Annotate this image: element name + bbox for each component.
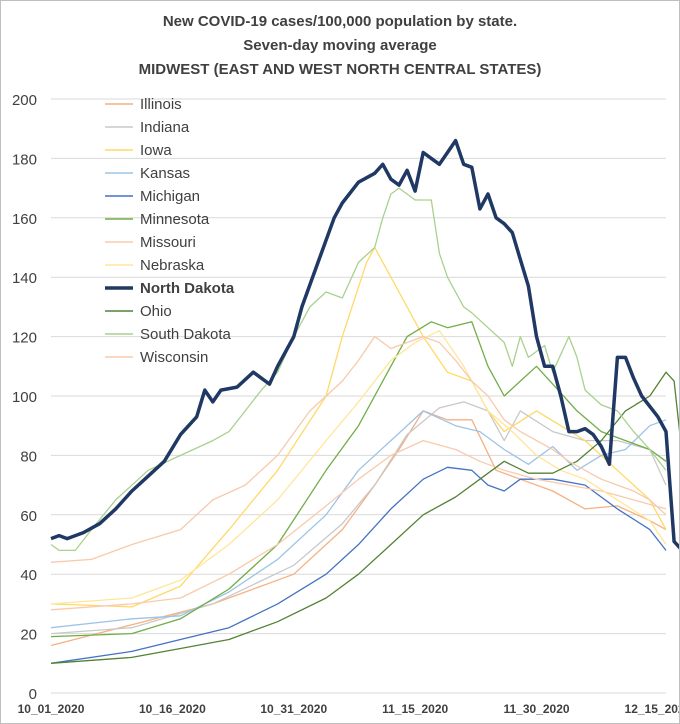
- series-line-ohio: [50, 371, 679, 664]
- legend-label: Illinois: [140, 96, 182, 113]
- legend-label: North Dakota: [140, 280, 235, 297]
- x-tick-label: 12_15_2020: [625, 702, 679, 716]
- series-line-indiana: [50, 401, 667, 635]
- x-axis-ticks: 10_01_2020 10_16_2020 10_31_2020 11_15_2020…: [18, 702, 679, 716]
- series-line-illinois: [50, 410, 667, 647]
- chart-subtitle: Seven-day moving average: [243, 37, 437, 54]
- legend-label: Kansas: [140, 165, 190, 182]
- legend-label: Michigan: [140, 188, 200, 205]
- series-line-south-dakota: [50, 187, 667, 552]
- y-tick-label: 140: [12, 270, 37, 287]
- y-tick-label: 180: [12, 151, 37, 168]
- y-tick-label: 160: [12, 211, 37, 228]
- legend-label: Missouri: [140, 234, 196, 251]
- y-axis-ticks: 0 20 40 60 80 100 120 140 160 180 200: [12, 92, 37, 703]
- legend-label: Ohio: [140, 303, 172, 320]
- y-tick-label: 0: [29, 686, 37, 703]
- legend-label: South Dakota: [140, 326, 232, 343]
- x-tick-label: 11_30_2020: [503, 702, 569, 716]
- legend-label: Indiana: [140, 119, 190, 136]
- series-line-iowa: [50, 246, 667, 608]
- x-tick-label: 10_01_2020: [18, 702, 85, 716]
- y-tick-label: 120: [12, 330, 37, 347]
- series-line-kansas: [50, 410, 667, 629]
- legend: Illinois Indiana Iowa Kansas Michigan Minneso…: [105, 96, 235, 366]
- chart-title: New COVID-19 cases/100,000 population by…: [162, 13, 518, 30]
- gridlines: [51, 98, 666, 694]
- legend-label: Nebraska: [140, 257, 205, 274]
- series-line-wisconsin: [50, 335, 667, 563]
- x-tick-label: 10_16_2020: [139, 702, 206, 716]
- x-tick-label: 11_15_2020: [382, 702, 448, 716]
- y-tick-label: 80: [20, 448, 37, 465]
- series-line-missouri: [50, 439, 667, 611]
- series-line-minnesota: [50, 321, 667, 638]
- x-tick-label: 10_31_2020: [260, 702, 327, 716]
- series-line-north-dakota: [50, 138, 679, 550]
- y-tick-label: 40: [20, 567, 37, 584]
- y-tick-label: 60: [20, 508, 37, 525]
- legend-label: Iowa: [140, 142, 172, 159]
- y-tick-label: 100: [12, 389, 37, 406]
- series-line-michigan: [50, 466, 667, 664]
- y-tick-label: 20: [20, 627, 37, 644]
- series-lines: [50, 138, 679, 664]
- legend-label: Minnesota: [140, 211, 210, 228]
- legend-label: Wisconsin: [140, 349, 208, 366]
- y-tick-label: 200: [12, 92, 37, 109]
- chart-region-subtitle: MIDWEST (EAST AND WEST NORTH CENTRAL STA…: [138, 61, 542, 78]
- series-line-nebraska: [50, 330, 667, 605]
